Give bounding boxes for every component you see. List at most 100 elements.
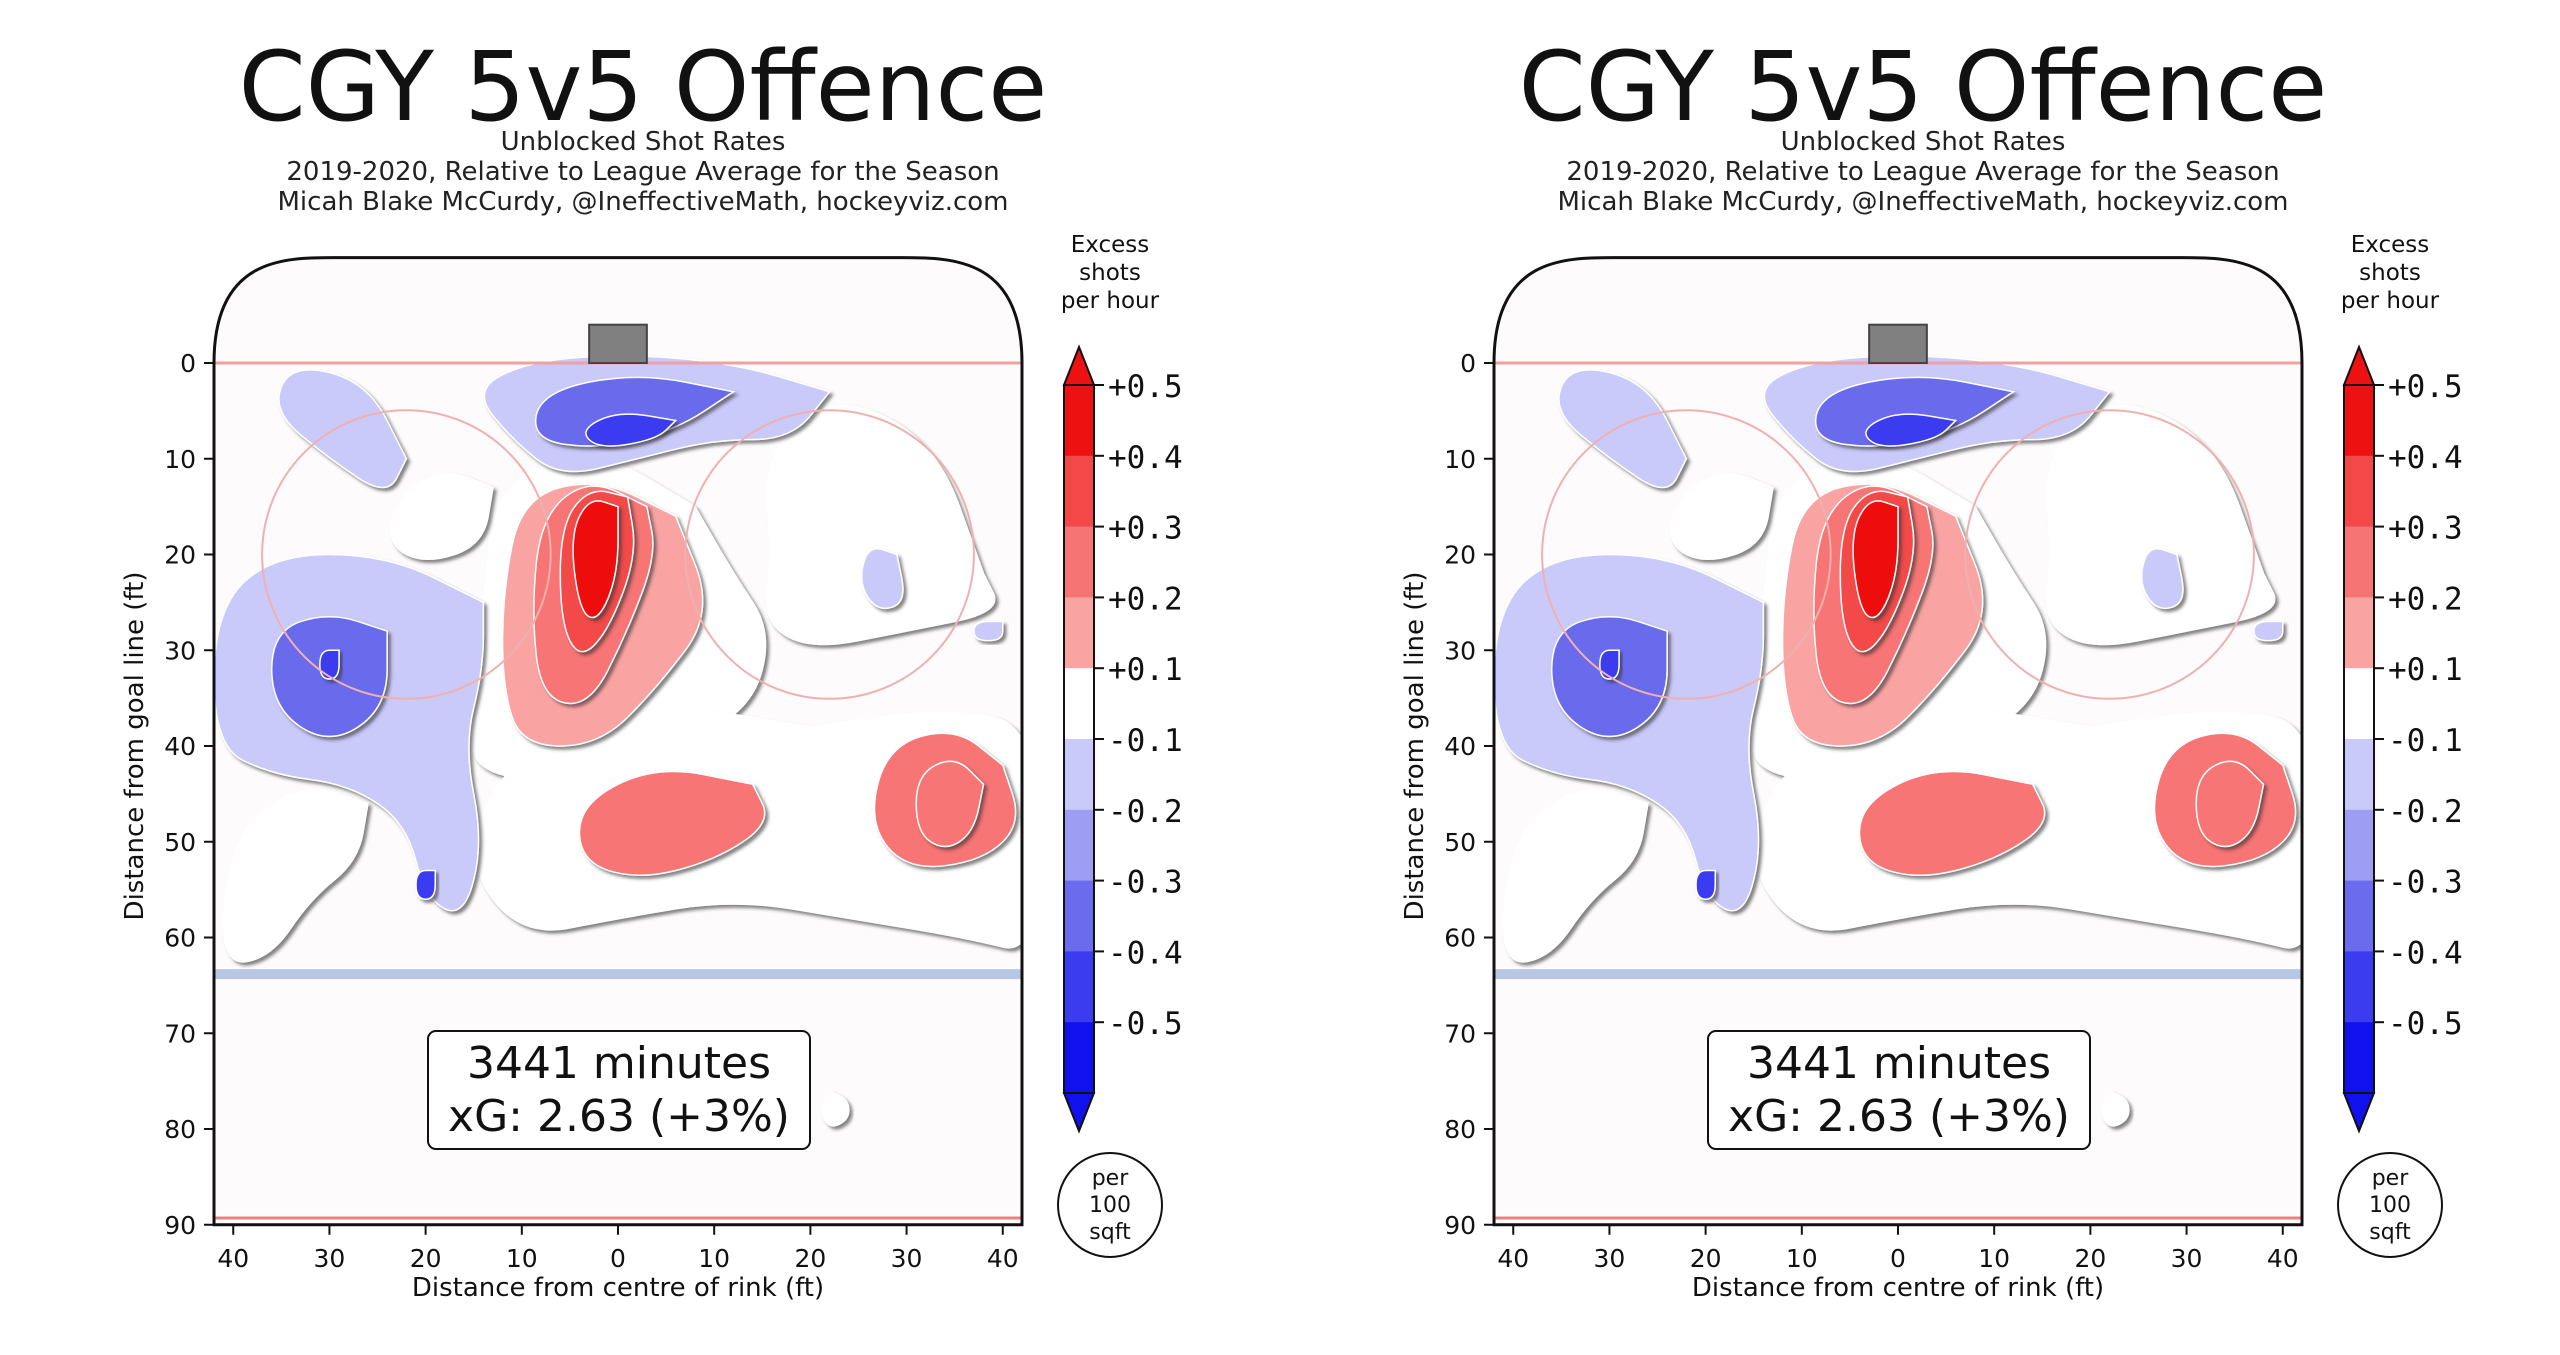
excess-region (578, 770, 766, 876)
blue-line (1494, 969, 2302, 980)
y-tick-label: 20 (1444, 541, 1476, 570)
excess-region (1852, 500, 1899, 619)
colorbar-segment (1064, 597, 1094, 669)
y-tick-label: 90 (1444, 1211, 1476, 1240)
colorbar-extend-top (1062, 344, 1096, 386)
colorbar-segment (2344, 455, 2374, 528)
y-tick-label: 10 (1444, 445, 1476, 474)
colorbar-segment (1064, 951, 1094, 1023)
x-tick-label: 20 (2074, 1244, 2106, 1273)
excess-region (2195, 760, 2265, 848)
colorbar-tick-label: -0.3 (2388, 865, 2463, 901)
colorbar-tick-label: +0.4 (2388, 440, 2463, 476)
unit-badge-line: per (2372, 1166, 2410, 1191)
faceoff-circle (261, 409, 552, 700)
x-tick-label: 30 (1594, 1244, 1626, 1273)
unit-badge-line: 100 (1089, 1193, 1131, 1218)
xg-label: xG: 2.63 (+3%) (448, 1091, 790, 1142)
colorbar-segment (1064, 455, 1094, 528)
rink-outline (212, 256, 1024, 1227)
excess-region (2101, 1089, 2130, 1127)
x-tick-label: 20 (794, 1244, 826, 1273)
colorbar-tick-label: +0.2 (2388, 581, 2463, 617)
colorbar-tick-label: -0.2 (1108, 794, 1183, 830)
y-tick-label: 40 (164, 732, 196, 761)
excess-region (222, 789, 369, 963)
summary-box (1707, 1030, 2091, 1150)
x-tick-label: 10 (1786, 1244, 1818, 1273)
colorbar-segment (2344, 526, 2374, 598)
colorbar-tick-label: +0.3 (2388, 511, 2463, 547)
y-tick-label: 60 (164, 924, 196, 953)
chart-subtitle-line: Unblocked Shot Rates (501, 127, 786, 157)
colorbar-tick-label: +0.5 (2388, 369, 2463, 405)
colorbar-title-line: Excess (2351, 232, 2430, 258)
colorbar-tick-label: +0.5 (1108, 369, 1183, 405)
colorbar-segment (1064, 385, 1094, 457)
colorbar-tick-label: -0.3 (1108, 865, 1183, 901)
y-tick-label: 20 (164, 541, 196, 570)
y-axis-label: Distance from goal line (ft) (120, 572, 150, 921)
colorbar-tick-label: -0.2 (2388, 794, 2463, 830)
unit-badge-line: per (1092, 1166, 1130, 1191)
deficit-region (1599, 649, 1620, 680)
chart-subtitle-line: 2019-2020, Relative to League Average fo… (1566, 157, 2279, 187)
excess-region (821, 1089, 850, 1127)
deficit-region (860, 548, 904, 610)
x-tick-label: 20 (410, 1244, 442, 1273)
colorbar-segment (1064, 668, 1094, 740)
y-axis-label: Distance from goal line (ft) (1400, 572, 1430, 921)
x-tick-label: 10 (506, 1244, 538, 1273)
deficit-region (1865, 413, 1958, 447)
deficit-region (2140, 548, 2184, 610)
excess-region (572, 500, 619, 619)
y-tick-label: 80 (164, 1115, 196, 1144)
deficit-region (278, 369, 408, 489)
x-tick-label: 30 (891, 1244, 923, 1273)
deficit-region (415, 869, 436, 900)
unit-badge-line: 100 (2369, 1193, 2411, 1218)
deficit-region (585, 413, 678, 447)
colorbar-segment (2344, 809, 2374, 882)
chart-subtitle-line: Unblocked Shot Rates (1781, 127, 2066, 157)
colorbar-tick-label: +0.1 (2388, 652, 2463, 688)
y-tick-label: 0 (180, 349, 196, 378)
chart-panel-right: CGY 5v5 Offence Unblocked Shot Rates 2019-… (1280, 0, 2560, 1355)
unit-badge-line: sqft (2369, 1220, 2411, 1245)
x-tick-label: 40 (987, 1244, 1019, 1273)
x-tick-label: 20 (1690, 1244, 1722, 1273)
excess-region (1858, 770, 2046, 876)
excess-region (765, 404, 996, 646)
unit-badge (2337, 1152, 2443, 1258)
chart-title: CGY 5v5 Offence (239, 31, 1048, 143)
unit-badge (1057, 1152, 1163, 1258)
excess-region (390, 473, 494, 561)
minutes-label: 3441 minutes (467, 1038, 771, 1089)
y-tick-label: 70 (164, 1019, 196, 1048)
x-tick-label: 40 (2267, 1244, 2299, 1273)
chart-subtitle-line: Micah Blake McCurdy, @IneffectiveMath, h… (1558, 187, 2289, 217)
colorbar-title-line: shots (2359, 260, 2421, 286)
chart-title: CGY 5v5 Offence (1519, 31, 2328, 143)
y-tick-label: 50 (1444, 828, 1476, 857)
colorbar-segment (2344, 668, 2374, 740)
deficit-region (319, 649, 340, 680)
colorbar-tick-label: -0.1 (2388, 723, 2463, 759)
colorbar-tick-label: +0.2 (1108, 581, 1183, 617)
y-tick-label: 60 (1444, 924, 1476, 953)
colorbar-extend-bottom (2342, 1092, 2376, 1134)
x-axis-label: Distance from centre of rink (ft) (412, 1273, 824, 1303)
x-tick-label: 10 (698, 1244, 730, 1273)
y-tick-label: 30 (1444, 636, 1476, 665)
colorbar-segment (1064, 809, 1094, 882)
x-tick-label: 10 (1978, 1244, 2010, 1273)
deficit-region (1695, 869, 1716, 900)
y-tick-label: 10 (164, 445, 196, 474)
colorbar-title-line: per hour (1061, 288, 1160, 314)
colorbar-segment (2344, 385, 2374, 457)
x-tick-label: 30 (314, 1244, 346, 1273)
colorbar-segment (2344, 597, 2374, 669)
colorbar-segment (2344, 1022, 2374, 1094)
